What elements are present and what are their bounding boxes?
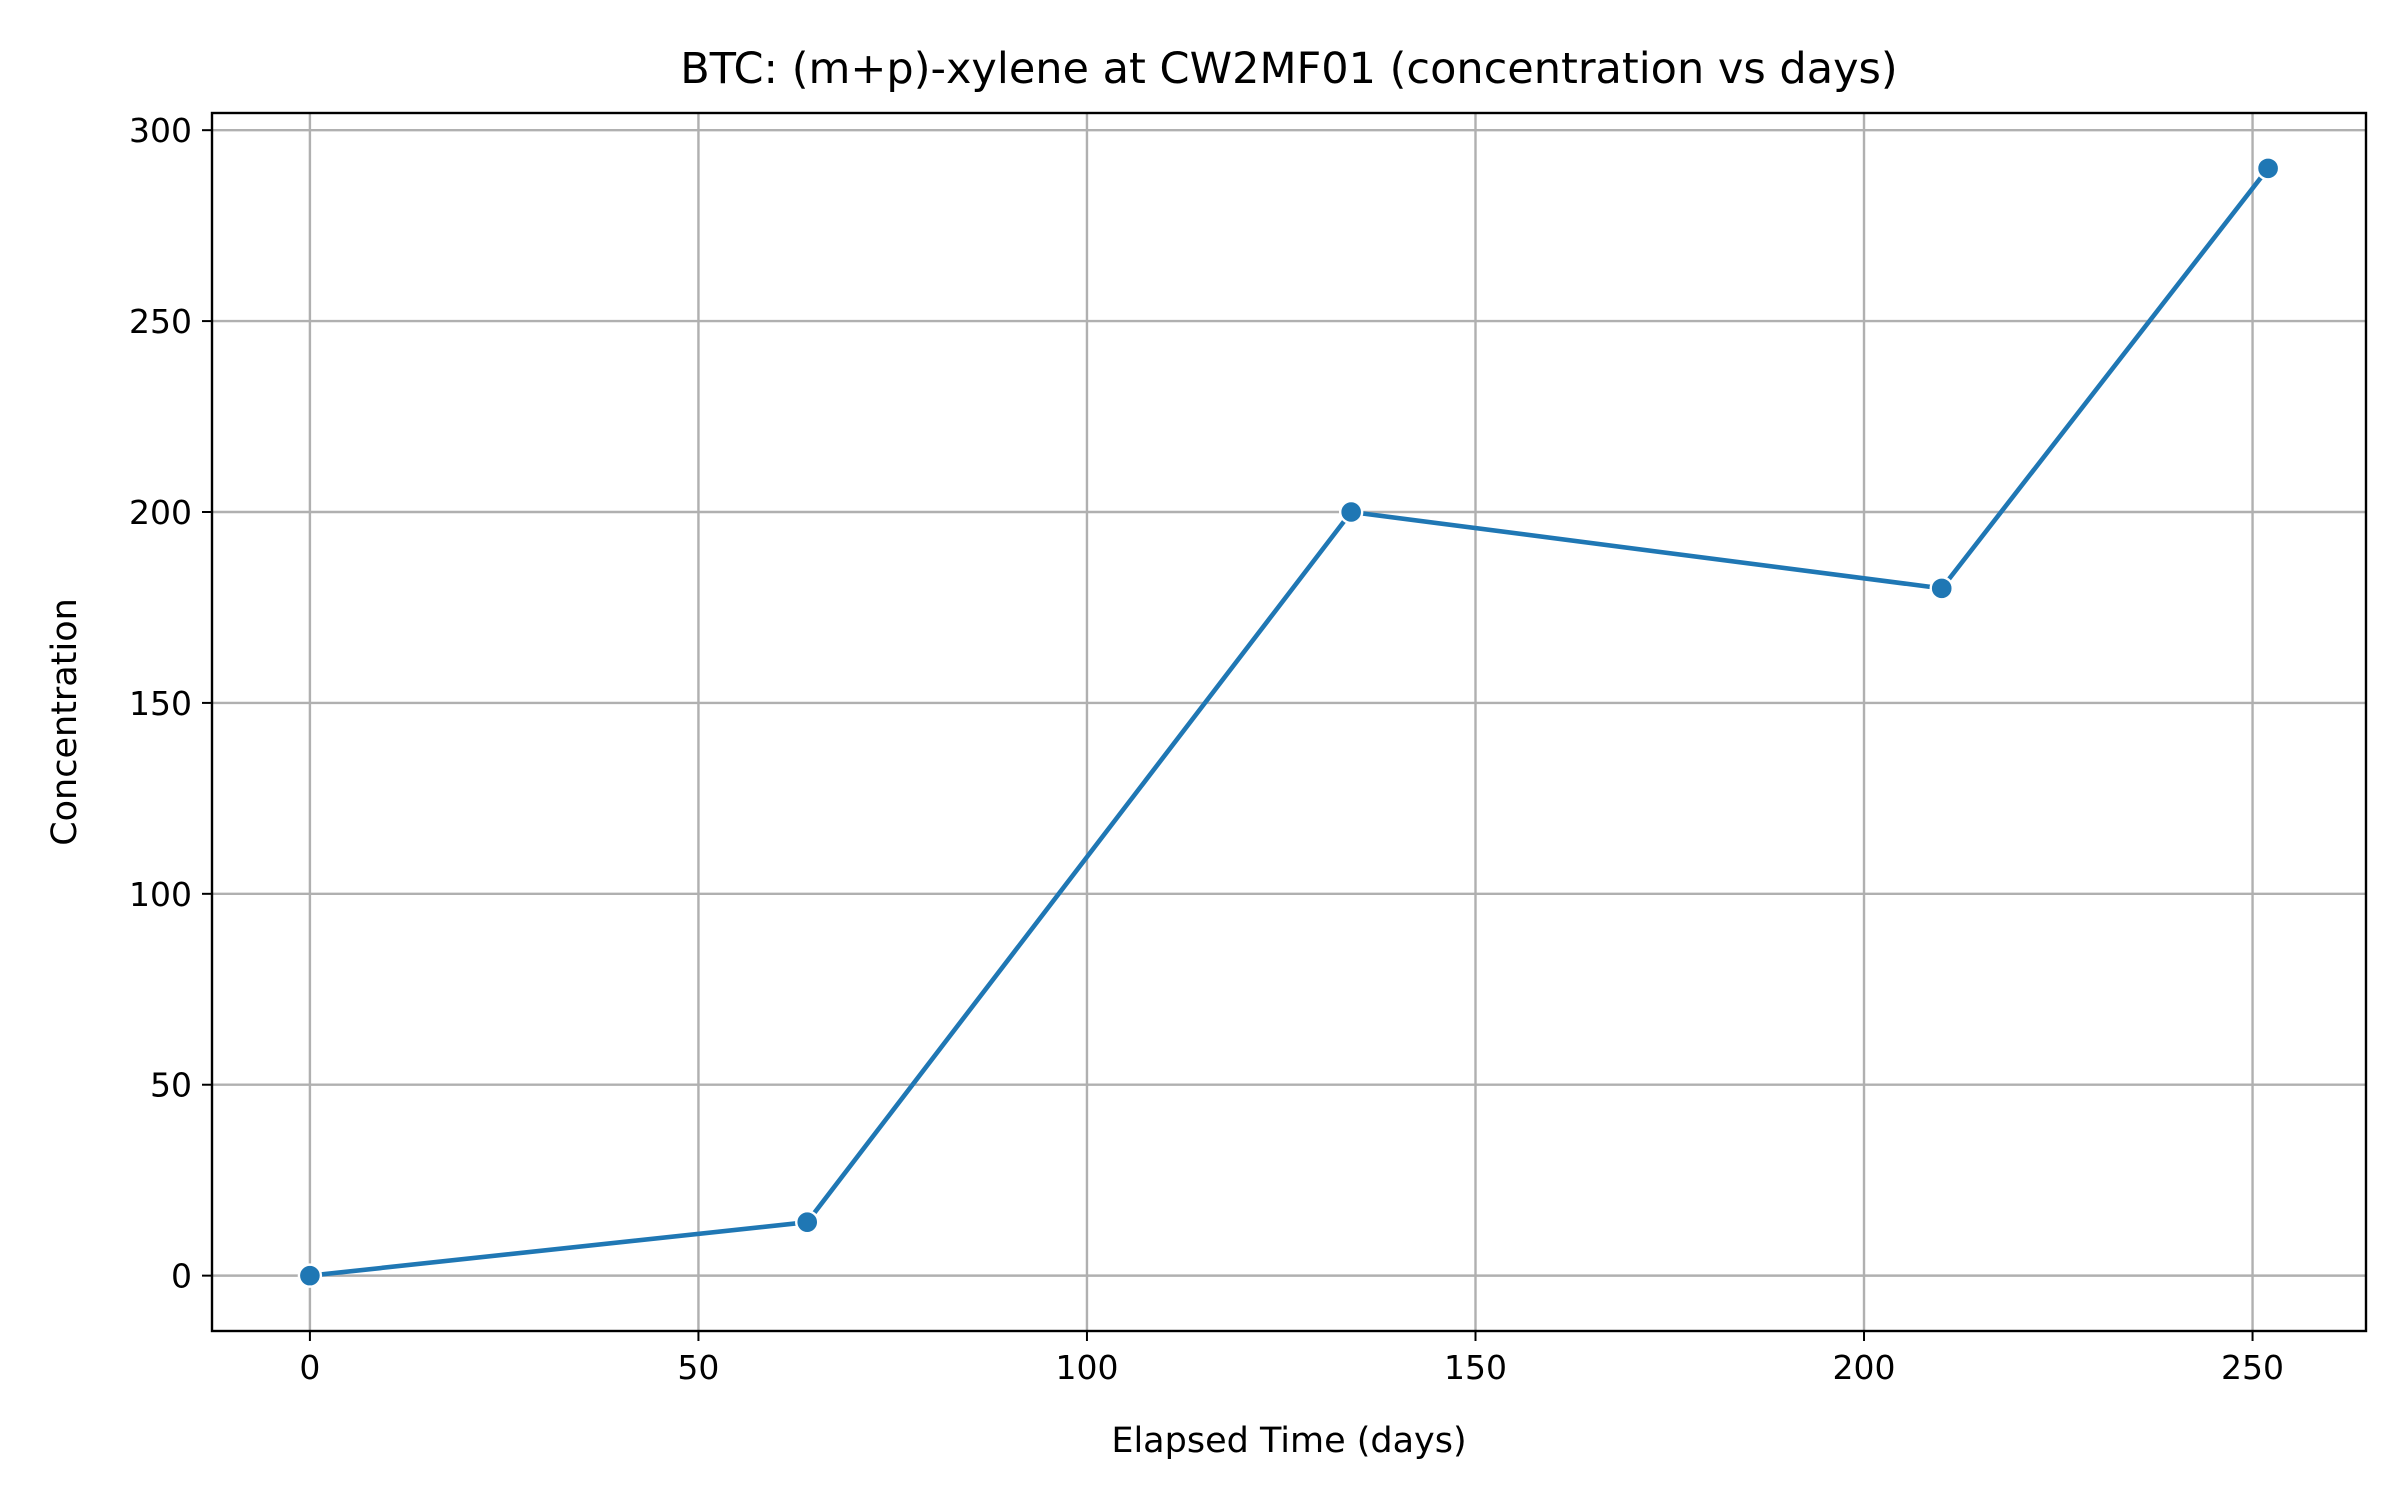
y-tick-label: 100 [129, 875, 192, 914]
ticks: 0 50 100 150 200 250 0 50 100 150 200 250 300 [129, 111, 2284, 1387]
data-point [1338, 499, 1364, 525]
x-tick-label: 150 [1444, 1348, 1507, 1387]
grid [212, 113, 2366, 1331]
data-point [2255, 156, 2281, 181]
x-tick-label: 50 [677, 1348, 719, 1387]
chart-title: BTC: (m+p)-xylene at CW2MF01 (concentrat… [680, 44, 1897, 94]
y-tick-label: 250 [129, 302, 192, 341]
y-tick-label: 150 [129, 684, 192, 723]
y-tick-label: 200 [129, 493, 192, 532]
x-tick-label: 0 [299, 1348, 320, 1387]
x-tick-label: 200 [1833, 1348, 1896, 1387]
series-layer [297, 156, 2281, 1288]
y-axis-label: Concentration [45, 598, 85, 846]
y-tick-label: 300 [129, 111, 192, 150]
y-tick-label: 50 [150, 1066, 192, 1105]
x-tick-label: 100 [1055, 1348, 1118, 1387]
y-tick-label: 0 [171, 1257, 192, 1296]
x-tick-label: 250 [2221, 1348, 2284, 1387]
data-point [1929, 576, 1954, 601]
data-point [297, 1263, 323, 1288]
x-axis-label: Elapsed Time (days) [1111, 1421, 1466, 1461]
data-point [795, 1209, 820, 1235]
plot-frame [210, 111, 2368, 1333]
